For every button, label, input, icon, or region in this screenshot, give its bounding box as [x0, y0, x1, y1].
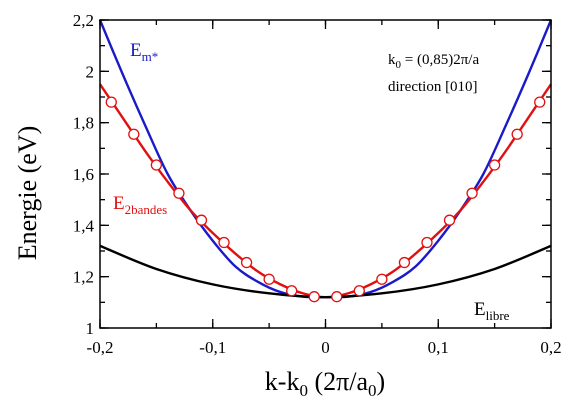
data-marker [488, 159, 501, 171]
x-tick-label: 0,2 [540, 338, 561, 357]
label-two-band: E2bandes [113, 193, 167, 217]
data-marker [398, 256, 411, 269]
x-axis-title-sub: 0 [299, 381, 308, 399]
annotation-k0-value: = (0,85)2π/a [401, 52, 479, 68]
data-marker [511, 128, 523, 140]
series-line-two-band [99, 83, 552, 299]
data-marker [376, 273, 388, 285]
data-marker [443, 214, 456, 226]
x-tick-label: 0,1 [428, 338, 449, 357]
y-tick-label: 1,8 [73, 114, 94, 133]
data-marker [534, 96, 546, 108]
x-tick-label: 0 [321, 338, 330, 357]
x-tick-label: -0,2 [87, 338, 114, 357]
ticks-layer: -0,2 -0,1 0 0,1 0,2 1 1,2 1,4 1,6 1,8 2 2,2 [73, 11, 562, 357]
series-line-free [99, 244, 552, 299]
series-layer [98, 19, 553, 299]
y-tick-label: 1,2 [73, 268, 94, 287]
data-marker [263, 273, 275, 285]
label-two-band-main: E [113, 193, 125, 214]
x-axis-title: k-k0 (2π/a0) [265, 367, 385, 399]
data-marker [308, 291, 320, 303]
y-tick-label: 1,6 [73, 165, 94, 184]
y-tick-label: 1,4 [73, 216, 95, 235]
y-tick-label: 2,2 [73, 11, 94, 30]
x-axis-title-unit-sub: 0 [368, 381, 377, 399]
x-axis-title-unit-post: ) [377, 367, 386, 396]
data-marker [218, 236, 230, 249]
label-free-main: E [474, 299, 486, 320]
x-tick-label: -0,1 [199, 338, 226, 357]
data-marker [128, 128, 140, 140]
label-effective-mass: Em* [130, 40, 158, 64]
data-marker [466, 187, 478, 199]
data-marker [286, 285, 298, 297]
y-tick-label: 2 [86, 62, 95, 81]
markers-layer [105, 96, 546, 303]
x-axis-title-unit-pre: (2π/a [308, 367, 369, 396]
data-marker [353, 285, 365, 297]
data-marker [421, 236, 433, 249]
data-marker [331, 291, 343, 303]
data-marker [195, 214, 208, 226]
annotation-k0-sub: 0 [396, 59, 402, 71]
x-axis-title-main: k-k [265, 367, 300, 396]
label-free: Elibre [474, 299, 510, 323]
annotation-k0-main: k [388, 52, 396, 68]
series-line-effective-mass [98, 19, 553, 299]
data-marker [173, 187, 185, 199]
annotation-direction: direction [010] [388, 79, 478, 95]
label-two-band-sub: 2bandes [125, 202, 168, 217]
annotation-k0: k0 = (0,85)2π/a [388, 52, 479, 71]
label-effective-mass-sub: m* [142, 49, 159, 64]
data-marker [150, 159, 163, 171]
label-effective-mass-main: E [130, 40, 142, 61]
y-tick-label: 1 [86, 319, 95, 338]
data-marker [240, 256, 253, 269]
data-marker [105, 96, 117, 108]
label-free-sub: libre [486, 308, 510, 323]
y-axis-title: Energie (eV) [13, 126, 42, 261]
